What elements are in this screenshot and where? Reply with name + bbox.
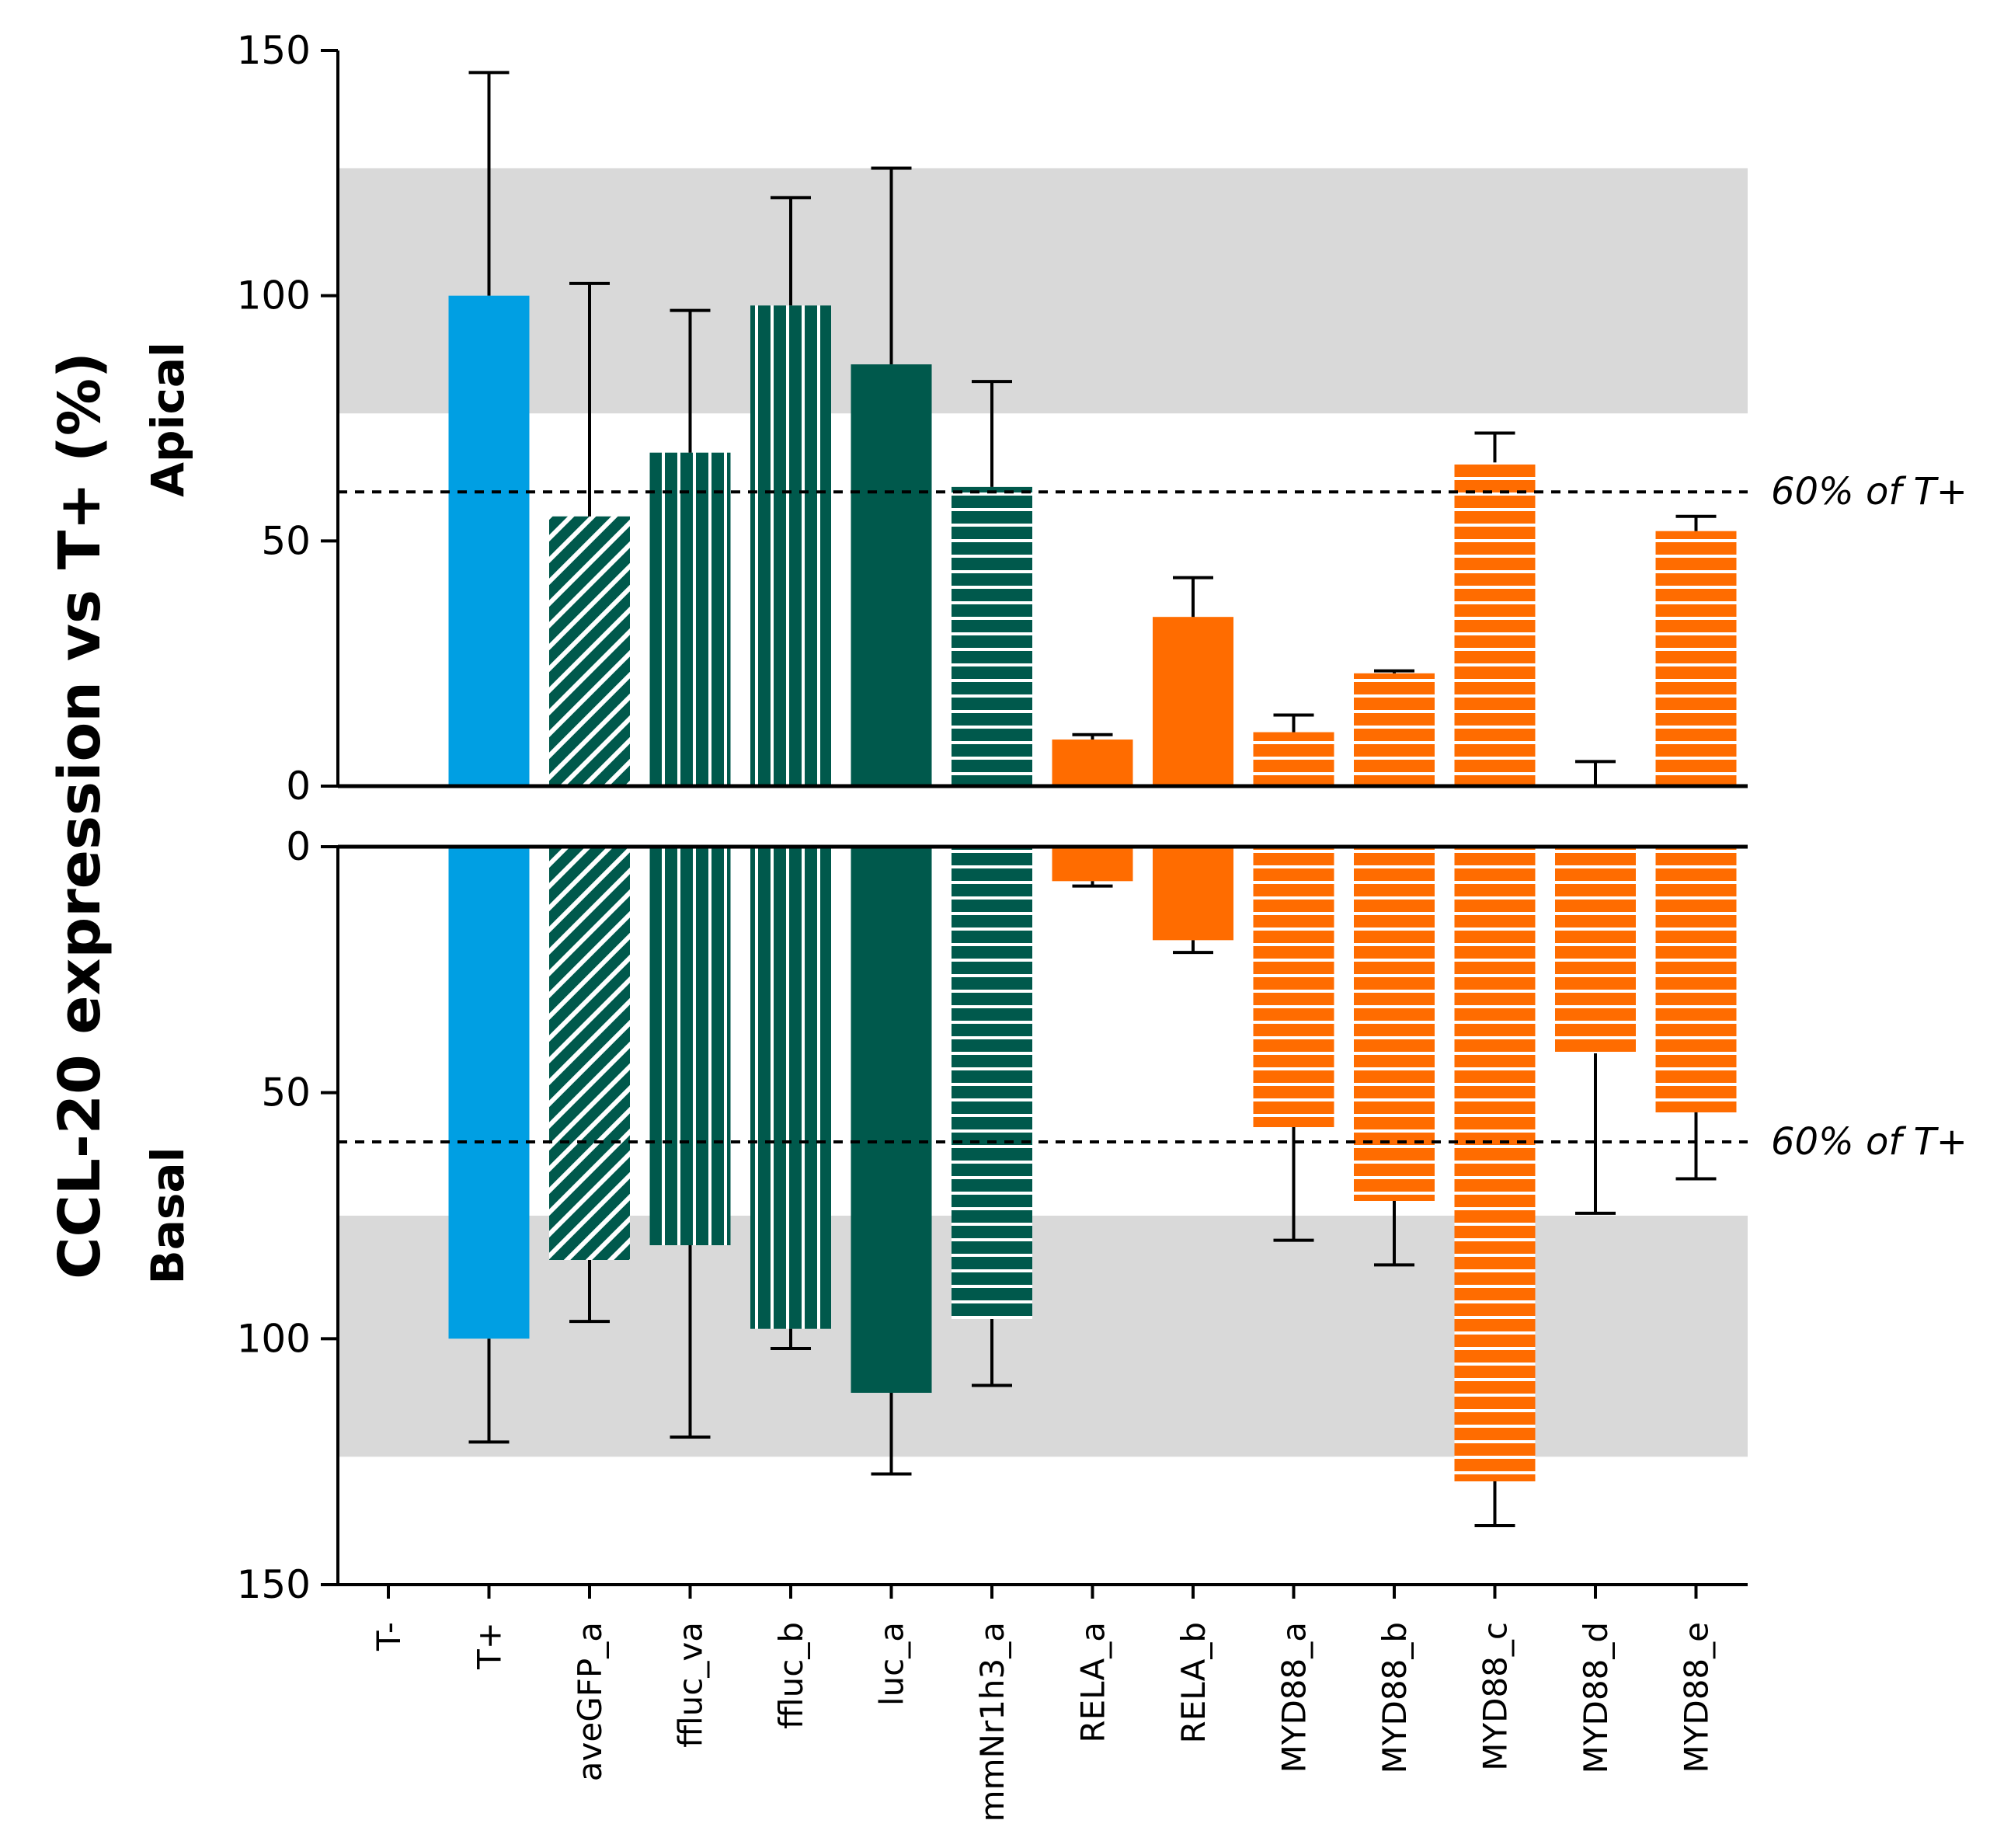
bar-basal-MYD88_a [1253,847,1334,1127]
x-tick-label: ffluc_va [672,1622,710,1748]
error-bar-basal-MYD88_c [1474,1481,1515,1527]
error-bar-apical-ffluc_va [670,308,711,453]
reference-band [338,168,1748,414]
bar-apical-RELA_a [1052,740,1133,786]
panel-label-basal: Basal [141,1147,194,1285]
y-tick-label: 150 [237,28,311,73]
x-tick-label: MYD88_d [1577,1622,1615,1773]
bar-apical-aveGFP_a [549,516,630,786]
y-tick-label: 50 [261,518,311,563]
bar-basal-RELA_a [1052,847,1133,882]
error-bar-apical-MYD88_b [1374,669,1414,673]
bar-apical-RELA_b [1153,617,1233,786]
x-tick-label: MYD88_c [1477,1622,1515,1771]
y-tick-label: 100 [237,273,311,318]
bar-apical-MYD88_a [1253,732,1334,786]
x-tick-label: T- [370,1622,408,1651]
error-bar-basal-ffluc_b [771,1328,811,1350]
apical-panel: 60% of T+ 0 50 100 150 Apical [141,28,1967,809]
y-tick-label: 150 [237,1562,311,1607]
bar-basal-MYD88_b [1354,847,1435,1201]
bar-apical-ffluc_va [649,452,731,786]
y-tick-label: 0 [286,764,311,809]
error-bar-apical-RELA_a [1072,733,1113,740]
error-bar-basal-MYD88_a [1273,1127,1314,1242]
x-tick-label: MYD88_e [1678,1622,1716,1773]
bar-basal-mmNr1h3_a [952,847,1032,1319]
category-labels: T- T+ aveGFP_a ffluc_va ffluc_b luc_a mmNr1h3_… [338,1583,1748,1822]
panel-label-apical: Apical [141,342,194,497]
error-bar-apical-luc_a [871,166,912,365]
error-bar-basal-RELA_b [1173,940,1213,955]
x-tick-label: aveGFP_a [571,1622,609,1781]
bar-apical-MYD88_e [1655,531,1737,786]
error-bar-basal-mmNr1h3_a [972,1319,1012,1387]
bar-basal-MYD88_d [1555,847,1636,1053]
bar-apical-MYD88_b [1354,673,1435,786]
error-bar-basal-luc_a [871,1393,912,1476]
error-bar-apical-ffluc_b [771,196,811,306]
bar-basal-RELA_b [1153,847,1233,941]
bar-basal-T+ [448,847,530,1339]
error-bar-apical-mmNr1h3_a [972,380,1012,487]
bar-apical-MYD88_c [1454,462,1536,786]
y-axis-label: CCL-20 expression vs T+ (%) [47,352,113,1279]
error-bar-basal-ffluc_va [670,1245,711,1439]
bar-basal-ffluc_va [649,847,731,1245]
error-bar-apical-RELA_b [1173,576,1213,618]
bar-basal-ffluc_b [750,847,831,1329]
error-bar-apical-aveGFP_a [569,281,610,517]
reference-label: 60% of T+ [1771,470,1967,513]
error-bar-basal-T+ [468,1338,510,1444]
error-bar-basal-RELA_a [1072,881,1113,888]
bar-apical-T+ [448,295,530,787]
bar-apical-ffluc_b [750,305,831,786]
x-tick-label: MYD88_a [1275,1622,1313,1773]
reference-label: 60% of T+ [1771,1120,1967,1164]
x-tick-label: RELA_a [1074,1622,1112,1743]
bar-basal-aveGFP_a [549,847,630,1260]
error-bar-apical-MYD88_c [1474,431,1515,463]
x-tick-label: T+ [471,1622,509,1670]
bar-apical-mmNr1h3_a [952,486,1032,786]
bar-basal-luc_a [851,847,932,1393]
basal-panel: 60% of T+ 0 50 100 150 Basal [141,824,1967,1607]
error-bar-apical-MYD88_e [1675,514,1717,531]
x-tick-label: MYD88_b [1376,1622,1414,1773]
error-bar-apical-T+ [468,71,510,296]
error-bar-basal-MYD88_b [1374,1201,1414,1267]
bar-basal-MYD88_e [1655,847,1737,1112]
x-tick-label: ffluc_b [772,1622,810,1729]
error-bar-basal-MYD88_e [1675,1112,1717,1181]
x-tick-label: RELA_b [1174,1622,1212,1743]
x-tick-label: luc_a [873,1622,911,1706]
error-bar-basal-MYD88_d [1575,1053,1616,1215]
y-tick-label: 0 [286,824,311,869]
error-bar-basal-aveGFP_a [569,1260,610,1324]
bar-basal-MYD88_c [1454,847,1536,1481]
x-tick-label: mmNr1h3_a [973,1622,1011,1822]
error-bar-apical-MYD88_d [1575,760,1616,786]
y-tick-label: 100 [237,1316,311,1361]
bar-apical-luc_a [851,364,932,786]
y-tick-label: 50 [261,1070,311,1115]
error-bar-apical-MYD88_a [1273,713,1314,733]
